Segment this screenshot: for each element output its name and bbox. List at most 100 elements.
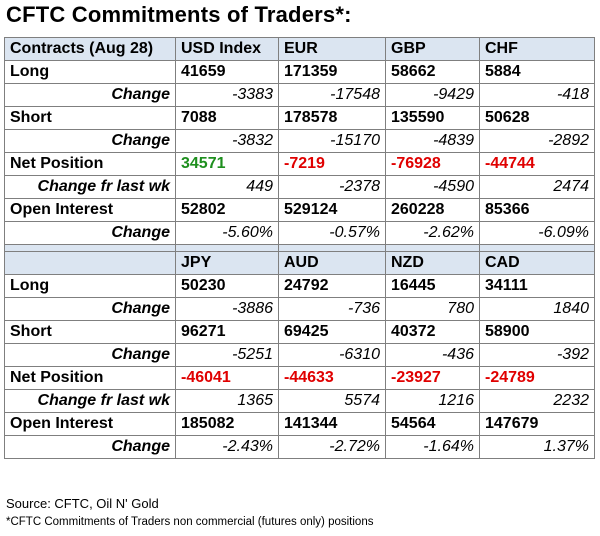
header-cell: Contracts (Aug 28) — [4, 37, 176, 61]
row-label: Net Position — [4, 366, 176, 390]
header-cell: NZD — [385, 251, 480, 275]
table-cell: 5884 — [479, 60, 595, 84]
table-cell: 40372 — [385, 320, 480, 344]
source-note: Source: CFTC, Oil N' Gold — [6, 496, 159, 511]
row-label: Net Position — [4, 152, 176, 176]
table-row: Change -3832 -15170 -4839 -2892 — [4, 129, 595, 153]
table-cell: 135590 — [385, 106, 480, 130]
table-cell: -6310 — [278, 343, 386, 367]
table-cell: 185082 — [175, 412, 279, 436]
row-label: Short — [4, 106, 176, 130]
table-cell: 1840 — [479, 297, 595, 321]
table-row: Long 50230 24792 16445 34111 — [4, 274, 595, 298]
table-cell: 34571 — [175, 152, 279, 176]
row-label: Short — [4, 320, 176, 344]
table-row: Long 41659 171359 58662 5884 — [4, 60, 595, 84]
table-cell: 34111 — [479, 274, 595, 298]
table-cell: -436 — [385, 343, 480, 367]
table-cell: -7219 — [278, 152, 386, 176]
table-cell: -392 — [479, 343, 595, 367]
row-label: Open Interest — [4, 198, 176, 222]
table-row: Change -5.60% -0.57% -2.62% -6.09% — [4, 221, 595, 245]
table-cell: 52802 — [175, 198, 279, 222]
table-cell: 141344 — [278, 412, 386, 436]
table-cell: -76928 — [385, 152, 480, 176]
table-cell: 58662 — [385, 60, 480, 84]
table-cell: 529124 — [278, 198, 386, 222]
row-label: Change — [4, 221, 176, 245]
table-cell: 69425 — [278, 320, 386, 344]
table-cell: -2892 — [479, 129, 595, 153]
table-cell: -3886 — [175, 297, 279, 321]
table-cell: -46041 — [175, 366, 279, 390]
header-cell: GBP — [385, 37, 480, 61]
header-cell: JPY — [175, 251, 279, 275]
table-row: Open Interest 185082 141344 54564 147679 — [4, 412, 595, 436]
header-cell — [4, 251, 176, 275]
table-cell: -23927 — [385, 366, 480, 390]
section-divider — [4, 244, 595, 252]
table-cell: 449 — [175, 175, 279, 199]
row-label: Long — [4, 274, 176, 298]
table-cell: 96271 — [175, 320, 279, 344]
table-cell: 2232 — [479, 389, 595, 413]
row-label: Long — [4, 60, 176, 84]
header-cell: EUR — [278, 37, 386, 61]
table-cell: 50230 — [175, 274, 279, 298]
header-cell: AUD — [278, 251, 386, 275]
table-cell: 50628 — [479, 106, 595, 130]
table-cell: -6.09% — [479, 221, 595, 245]
table-cell: -3832 — [175, 129, 279, 153]
table-row: Net Position -46041 -44633 -23927 -24789 — [4, 366, 595, 390]
table-cell: 1365 — [175, 389, 279, 413]
row-label: Change — [4, 297, 176, 321]
table-cell: -17548 — [278, 83, 386, 107]
header-cell: USD Index — [175, 37, 279, 61]
footnote: *CFTC Commitments of Traders non commerc… — [6, 516, 374, 528]
table-cell: -44744 — [479, 152, 595, 176]
table-cell: 178578 — [278, 106, 386, 130]
table-cell: -15170 — [278, 129, 386, 153]
row-label: Change — [4, 435, 176, 459]
table-row: Short 96271 69425 40372 58900 — [4, 320, 595, 344]
table-cell: 58900 — [479, 320, 595, 344]
table-cell: -736 — [278, 297, 386, 321]
table-row: Change -5251 -6310 -436 -392 — [4, 343, 595, 367]
table-cell: 5574 — [278, 389, 386, 413]
row-label: Open Interest — [4, 412, 176, 436]
table-cell: -44633 — [278, 366, 386, 390]
header-cell: CAD — [479, 251, 595, 275]
table-cell: 147679 — [479, 412, 595, 436]
table-cell: 1216 — [385, 389, 480, 413]
table-cell: 780 — [385, 297, 480, 321]
table-row: Short 7088 178578 135590 50628 — [4, 106, 595, 130]
row-label: Change — [4, 343, 176, 367]
table-cell: 16445 — [385, 274, 480, 298]
table-cell: 24792 — [278, 274, 386, 298]
table-cell: -9429 — [385, 83, 480, 107]
table-row: Change fr last wk 449 -2378 -4590 2474 — [4, 175, 595, 199]
page-title: CFTC Commitments of Traders*: — [6, 2, 352, 27]
table-cell: -5.60% — [175, 221, 279, 245]
table-cell: 41659 — [175, 60, 279, 84]
table-cell: -2.72% — [278, 435, 386, 459]
table-cell: 7088 — [175, 106, 279, 130]
table-row: Change -3383 -17548 -9429 -418 — [4, 83, 595, 107]
row-label: Change — [4, 83, 176, 107]
table-cell: -4839 — [385, 129, 480, 153]
table-cell: 171359 — [278, 60, 386, 84]
table-row: Change fr last wk 1365 5574 1216 2232 — [4, 389, 595, 413]
table-cell: -5251 — [175, 343, 279, 367]
table-cell: 85366 — [479, 198, 595, 222]
table-row: Change -2.43% -2.72% -1.64% 1.37% — [4, 435, 595, 459]
row-label: Change fr last wk — [4, 389, 176, 413]
row-label: Change fr last wk — [4, 175, 176, 199]
table-cell: 54564 — [385, 412, 480, 436]
row-label: Change — [4, 129, 176, 153]
table-header-row: JPY AUD NZD CAD — [4, 251, 595, 275]
table-cell: 260228 — [385, 198, 480, 222]
table-cell: -2.43% — [175, 435, 279, 459]
table-cell: -1.64% — [385, 435, 480, 459]
table-cell: 1.37% — [479, 435, 595, 459]
table-row: Net Position 34571 -7219 -76928 -44744 — [4, 152, 595, 176]
